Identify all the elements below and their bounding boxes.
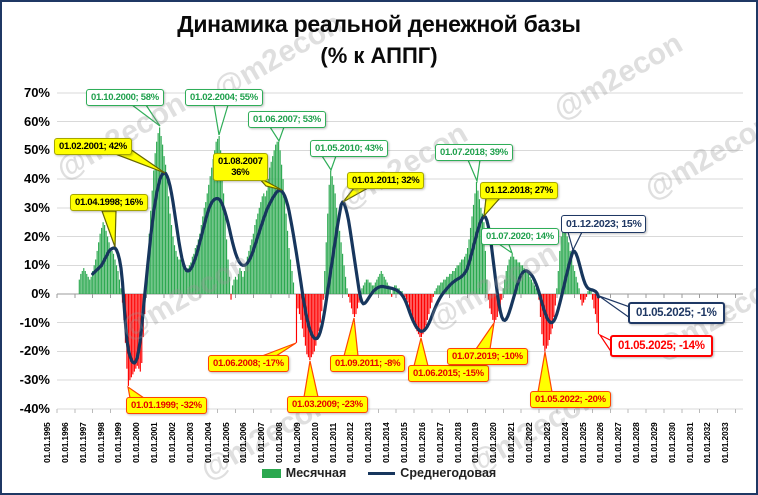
x-axis-label: 01.01.2028 [631,422,642,463]
annotation-callout: 01.05.2010; 43% [310,140,388,157]
x-axis-label: 01.01.1999 [113,422,124,463]
annotation-callout: 01.10.2000; 58% [86,89,164,106]
x-axis-label: 01.01.2033 [720,422,731,463]
x-axis-label: 01.01.1996 [59,422,70,463]
x-axis-label: 01.01.2022 [523,422,534,463]
legend-monthly-label: Месячная [285,466,347,480]
x-axis-label: 01.01.2013 [363,422,374,463]
x-axis-label: 01.01.2024 [559,422,570,463]
x-axis-label: 01.01.2029 [648,422,659,463]
y-axis-label: 20% [23,228,50,244]
x-axis-label: 01.01.2030 [666,422,677,463]
legend-item-annual: Среднегодовая [368,466,496,480]
annotation-callout: 01.02.2001; 42% [54,138,132,155]
legend-monthly-swatch [261,468,281,478]
annotation-callout: 01.12.2018; 27% [480,182,558,199]
x-axis-label: 01.01.2011 [327,422,338,463]
x-axis-label: 01.01.2008 [274,422,285,463]
x-axis-label: 01.01.2010 [309,422,320,463]
annotation-callout: 01.06.2008; -17% [208,355,289,372]
annotation-callout: 01.06.2015; -15% [408,365,489,382]
x-axis-label: 01.01.2026 [595,422,606,463]
y-axis-label: 0% [31,286,50,301]
legend-annual-swatch [368,471,396,475]
y-axis-label: -10% [19,314,50,330]
annotation-callout: 01.07.2018; 39% [435,144,513,161]
x-axis-label: 01.01.1995 [42,422,52,463]
x-axis-label: 01.01.2006 [238,422,249,463]
x-axis-label: 01.01.2004 [202,422,213,463]
x-axis-label: 01.01.2017 [434,422,445,463]
x-axis-label: 01.01.2018 [452,422,463,463]
x-axis-label: 01.01.2003 [184,422,195,463]
y-axis-label: 10% [23,257,50,273]
x-axis-label: 01.01.2002 [166,422,177,463]
y-axis-label: 30% [23,199,50,215]
legend-item-monthly: Месячная [261,466,347,480]
x-axis-label: 01.01.2025 [577,422,588,463]
annotation-callout: 01.01.1999; -32% [126,397,207,414]
x-axis-label: 01.01.2027 [613,422,624,463]
x-axis-label: 01.01.2007 [256,422,267,463]
annotation-callout: 01.04.1998; 16% [70,194,148,211]
x-axis-label: 01.01.1998 [95,422,106,463]
annotation-callout: 01.05.2022; -20% [530,391,611,408]
x-axis-label: 01.01.2021 [506,422,517,463]
x-axis-label: 01.01.2014 [381,422,392,463]
annotation-callout: 01.02.2004; 55% [185,89,263,106]
y-axis-label: -40% [19,400,50,416]
x-axis-label: 01.01.2020 [488,422,499,463]
y-axis-label: 40% [23,171,50,187]
x-axis-label: 01.01.2012 [345,422,356,463]
annotation-callout: 01.03.2009; -23% [287,396,368,413]
annotation-callout: 01.12.2023; 15% [561,215,647,233]
annotation-callout: 01.05.2025; -14% [610,335,713,357]
x-axis-label: 01.01.2015 [399,422,409,463]
x-axis-label: 01.01.2016 [416,422,427,463]
annotation-callout: 01.06.2007; 53% [248,111,326,128]
annotation-callout: 01.07.2019; -10% [447,348,528,365]
x-axis-label: 01.01.2000 [131,422,142,463]
x-axis-label: 01.01.1997 [77,422,88,463]
y-axis-label: -20% [19,343,50,359]
annotation-callout: 01.07.2020; 14% [481,228,559,245]
chart-title: Динамика реальной денежной базы [177,11,581,37]
chart-subtitle: (% к АППГ) [320,43,438,68]
annotation-callout: 01.09.2011; -8% [330,355,406,372]
x-axis-label: 01.01.2001 [149,422,160,463]
y-axis-label: 50% [23,142,50,158]
legend: Месячная Среднегодовая [2,466,756,480]
y-axis-label: 60% [23,113,50,129]
x-axis-label: 01.01.2019 [470,422,481,463]
x-axis-label: 01.01.2032 [702,422,713,463]
x-axis-label: 01.01.2009 [291,422,302,463]
annotation-callout: 01.05.2025; -1% [628,302,725,324]
legend-annual-label: Среднегодовая [400,466,497,480]
y-axis-label: -30% [19,372,50,388]
annotation-callout: 01.08.2007 36% [213,153,268,181]
x-axis-label: 01.01.2005 [220,422,231,463]
x-axis-label: 01.01.2023 [541,422,552,463]
x-axis-label: 01.01.2031 [684,422,695,463]
annotation-callout: 01.01.2011; 32% [347,172,425,189]
y-axis-label: 70% [23,84,50,100]
